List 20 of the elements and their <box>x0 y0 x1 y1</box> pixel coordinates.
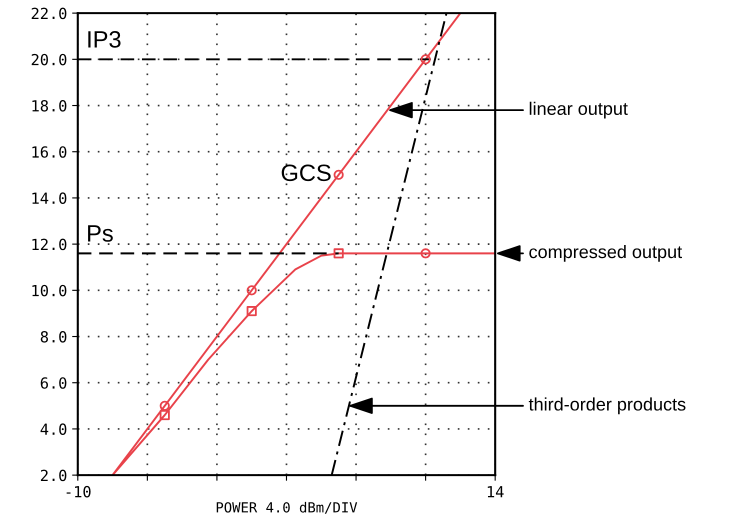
y-tick-label: 4.0 <box>40 423 66 435</box>
y-tick-label: 14.0 <box>32 192 66 204</box>
y-tick-label: 18.0 <box>32 100 66 112</box>
y-tick-label: 6.0 <box>40 377 66 389</box>
y-tick-label: 22.0 <box>32 8 66 20</box>
annotation: compressed output <box>529 244 682 262</box>
x-tick-label: 14 <box>488 486 504 498</box>
y-tick-label: 20.0 <box>32 54 66 66</box>
y-tick-label: 16.0 <box>32 146 66 158</box>
annotation: linear output <box>530 102 628 119</box>
x-axis-title: POWER 4.0 dBm/DIV <box>216 502 358 514</box>
x-tick-label: -10 <box>66 486 91 498</box>
y-tick-label: 2.0 <box>40 470 66 482</box>
y-tick-label: 12.0 <box>32 238 66 250</box>
annotation: third-order products <box>528 397 686 414</box>
annotation: Ps <box>88 225 113 242</box>
y-tick-label: 8.0 <box>40 331 66 343</box>
y-tick-label: 10.0 <box>32 284 66 296</box>
annotation: GCS <box>282 164 331 182</box>
annotation: IP3 <box>88 31 121 48</box>
